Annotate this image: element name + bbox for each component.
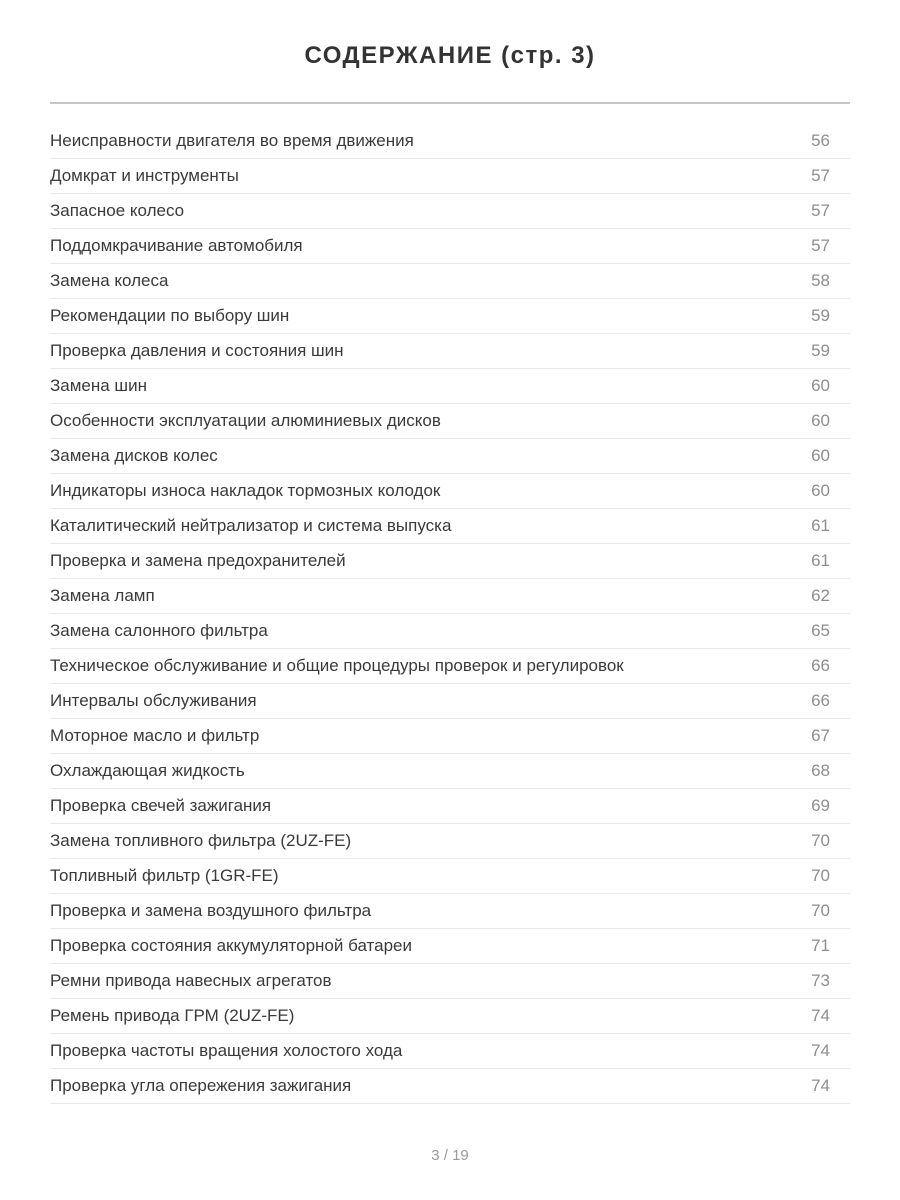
toc-row: Рекомендации по выбору шин 59: [50, 299, 850, 334]
toc-entry-label: Замена ламп: [50, 586, 155, 605]
toc-entry-page-number: 60: [811, 376, 830, 395]
toc-row: Замена салонного фильтра 65: [50, 614, 850, 649]
toc-row: Интервалы обслуживания 66: [50, 684, 850, 719]
toc-entry-page-number: 70: [811, 866, 830, 885]
toc-entry-label: Проверка угла опережения зажигания: [50, 1076, 352, 1095]
toc-entry-label: Охлаждающая жидкость: [50, 761, 245, 780]
toc-entry-page-number: 57: [811, 166, 830, 185]
toc-entry-label: Топливный фильтр (1GR-FE): [50, 866, 279, 885]
toc-entry-label: Неисправности двигателя во время движени…: [50, 131, 414, 150]
toc-entry-page-number: 74: [811, 1006, 830, 1025]
toc-entry-page-number: 57: [811, 201, 830, 220]
page-indicator: 3 / 19: [431, 1147, 469, 1164]
toc-row: Моторное масло и фильтр 67: [50, 719, 850, 754]
toc-entry-page-number: 57: [811, 236, 830, 255]
toc-entry-page-number: 74: [811, 1076, 830, 1095]
toc-entry-page-number: 60: [811, 411, 830, 430]
toc-entry-label: Замена шин: [50, 376, 147, 395]
toc-row: Проверка частоты вращения холостого хода…: [50, 1034, 850, 1069]
toc-entry-label: Техническое обслуживание и общие процеду…: [50, 656, 624, 675]
toc-entry-label: Поддомкрачивание автомобиля: [50, 236, 303, 255]
toc-row: Ремень привода ГРМ (2UZ-FE) 74: [50, 999, 850, 1034]
toc-entry-label: Проверка состояния аккумуляторной батаре…: [50, 936, 412, 955]
toc-entry-page-number: 74: [811, 1041, 830, 1060]
toc-entry-label: Замена колеса: [50, 271, 169, 290]
toc-row: Замена топливного фильтра (2UZ-FE) 70: [50, 824, 850, 859]
toc-entry-page-number: 56: [811, 131, 830, 150]
toc-entry-label: Запасное колесо: [50, 201, 185, 220]
toc-row: Ремни привода навесных агрегатов 73: [50, 964, 850, 999]
toc-row: Проверка угла опережения зажигания 74: [50, 1069, 850, 1104]
toc-entry-page-number: 58: [811, 271, 830, 290]
toc-row: Запасное колесо 57: [50, 194, 850, 229]
toc-row: Замена колеса 58: [50, 264, 850, 299]
toc-entry-page-number: 70: [811, 831, 830, 850]
toc-entry-page-number: 59: [811, 306, 830, 325]
toc-entry-page-number: 67: [811, 726, 830, 745]
toc-entry-page-number: 60: [811, 446, 830, 465]
toc-entry-label: Особенности эксплуатации алюминиевых дис…: [50, 411, 441, 430]
toc-entry-label: Моторное масло и фильтр: [50, 726, 260, 745]
toc-row: Техническое обслуживание и общие процеду…: [50, 649, 850, 684]
toc-row: Замена шин 60: [50, 369, 850, 404]
toc-entry-page-number: 69: [811, 796, 830, 815]
toc-entry-label: Проверка давления и состояния шин: [50, 341, 344, 360]
toc-entry-label: Ремни привода навесных агрегатов: [50, 971, 332, 990]
toc-entry-page-number: 71: [811, 936, 830, 955]
title-divider: [50, 102, 850, 104]
toc-row: Поддомкрачивание автомобиля 57: [50, 229, 850, 264]
toc-row: Каталитический нейтрализатор и система в…: [50, 509, 850, 544]
toc-entry-label: Проверка свечей зажигания: [50, 796, 272, 815]
toc-entry-label: Замена дисков колес: [50, 446, 218, 465]
toc-entry-page-number: 59: [811, 341, 830, 360]
toc-row: Проверка и замена воздушного фильтра 70: [50, 894, 850, 929]
toc-entry-label: Ремень привода ГРМ (2UZ-FE): [50, 1006, 295, 1025]
toc-row: Замена дисков колес 60: [50, 439, 850, 474]
toc-row: Проверка состояния аккумуляторной батаре…: [50, 929, 850, 964]
toc-row: Топливный фильтр (1GR-FE) 70: [50, 859, 850, 894]
toc-entry-page-number: 68: [811, 761, 830, 780]
toc-entry-label: Домкрат и инструменты: [50, 166, 239, 185]
toc-row: Проверка давления и состояния шин 59: [50, 334, 850, 369]
toc-entry-page-number: 66: [811, 691, 830, 710]
toc-entry-page-number: 61: [811, 551, 830, 570]
toc-entry-page-number: 65: [811, 621, 830, 640]
toc-entry-page-number: 66: [811, 656, 830, 675]
toc-row: Проверка свечей зажигания 69: [50, 789, 850, 824]
toc-row: Охлаждающая жидкость 68: [50, 754, 850, 789]
toc-list: Неисправности двигателя во время движени…: [50, 124, 850, 1104]
toc-entry-page-number: 62: [811, 586, 830, 605]
toc-entry-label: Проверка и замена предохранителей: [50, 551, 346, 570]
toc-entry-page-number: 61: [811, 516, 830, 535]
page-title: СОДЕРЖАНИЕ (стр. 3): [304, 42, 596, 69]
toc-row: Неисправности двигателя во время движени…: [50, 124, 850, 159]
toc-row: Индикаторы износа накладок тормозных кол…: [50, 474, 850, 509]
toc-entry-label: Индикаторы износа накладок тормозных кол…: [50, 481, 441, 500]
toc-row: Замена ламп 62: [50, 579, 850, 614]
toc-entry-page-number: 70: [811, 901, 830, 920]
toc-entry-label: Проверка и замена воздушного фильтра: [50, 901, 372, 920]
toc-entry-label: Рекомендации по выбору шин: [50, 306, 290, 325]
toc-entry-page-number: 73: [811, 971, 830, 990]
toc-entry-label: Замена салонного фильтра: [50, 621, 268, 640]
toc-row: Особенности эксплуатации алюминиевых дис…: [50, 404, 850, 439]
toc-entry-page-number: 60: [811, 481, 830, 500]
toc-row: Домкрат и инструменты 57: [50, 159, 850, 194]
toc-entry-label: Интервалы обслуживания: [50, 691, 257, 710]
toc-entry-label: Каталитический нейтрализатор и система в…: [50, 516, 452, 535]
toc-entry-label: Замена топливного фильтра (2UZ-FE): [50, 831, 352, 850]
toc-entry-label: Проверка частоты вращения холостого хода: [50, 1041, 403, 1060]
toc-row: Проверка и замена предохранителей 61: [50, 544, 850, 579]
